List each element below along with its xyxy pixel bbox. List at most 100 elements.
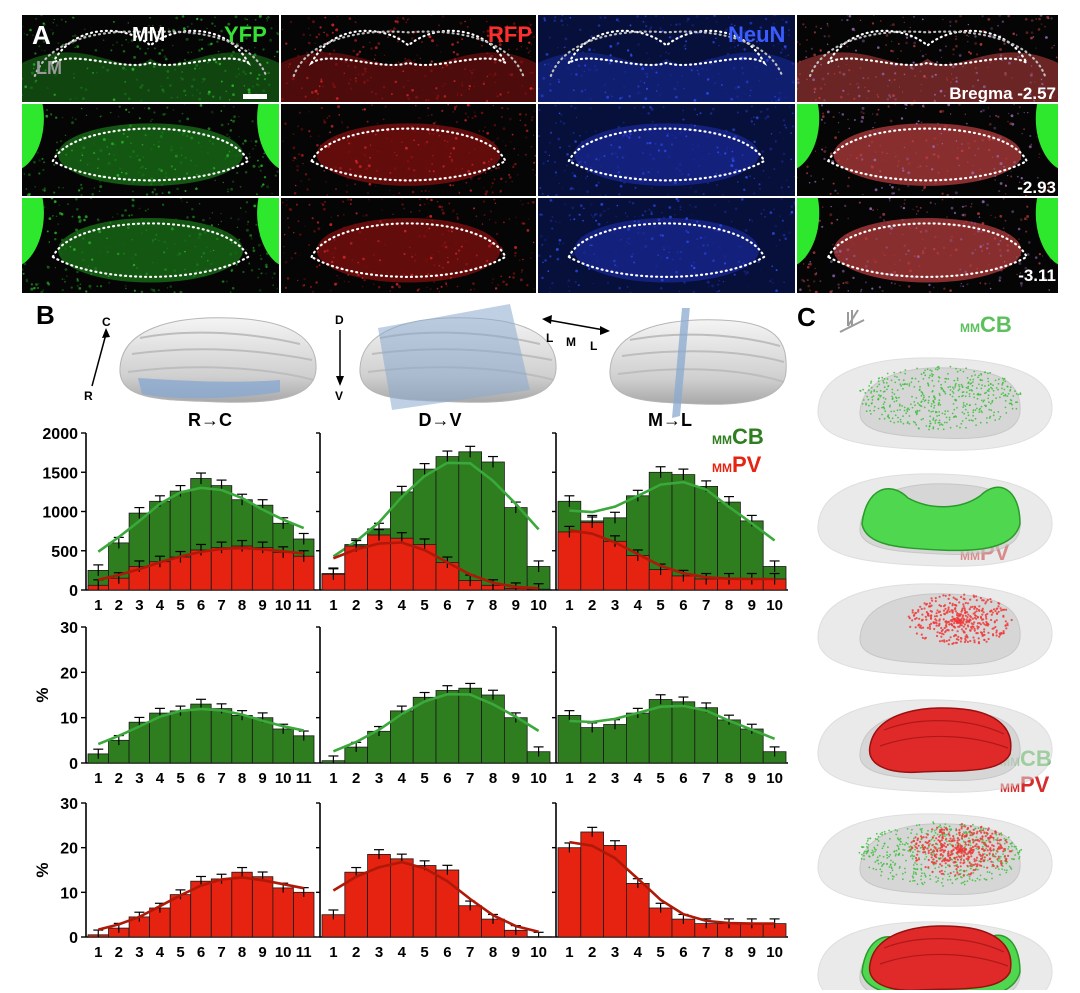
x-tick-label: 7 (466, 597, 474, 614)
x-tick-label: 10 (530, 770, 547, 787)
x-tick-label: 8 (725, 597, 733, 614)
x-tick-label: 8 (489, 597, 497, 614)
x-tick-label: 1 (94, 597, 102, 614)
y-tick-label: 1000 (42, 505, 78, 522)
x-tick-label: 3 (375, 944, 383, 961)
render-pvdots (817, 583, 1053, 677)
x-tick-label: 7 (466, 944, 474, 961)
x-tick-label: 9 (748, 597, 756, 614)
panel-c-letter: C (797, 302, 816, 332)
bar-pv (272, 887, 294, 938)
legend-prefix: MM (712, 433, 732, 447)
x-tick-label: 8 (725, 944, 733, 961)
x-tick-label: 4 (398, 770, 407, 787)
column-title-ml: M→L (648, 410, 692, 430)
x-tick-label: 10 (766, 597, 783, 614)
x-tick-label: 6 (679, 944, 687, 961)
x-tick-label: 5 (176, 944, 184, 961)
x-tick-label: 5 (656, 770, 664, 787)
bar-pv (231, 871, 253, 938)
bar-pv (210, 547, 233, 591)
bar-pv (557, 847, 582, 938)
x-tick-label: 5 (420, 944, 428, 961)
region-label-mm: MM (132, 24, 166, 46)
legend-cb: MMCB (712, 424, 764, 450)
x-tick-label: 1 (329, 944, 337, 961)
legend-name: PV (732, 452, 762, 477)
section-plane (138, 378, 280, 399)
scale-bar (243, 94, 267, 99)
chart-pv-pct-ml: 1 2 3 4 5 6 7 8 9 10 (552, 802, 788, 961)
bregma-label: -2.93 (1017, 178, 1056, 197)
x-tick-label: 8 (238, 944, 246, 961)
y-tick-label: 10 (60, 885, 78, 902)
microscopy-tile (797, 15, 1058, 102)
section-plane (672, 308, 690, 418)
x-tick-label: 7 (702, 770, 710, 787)
fit-curve (332, 541, 539, 590)
x-tick-label: 9 (258, 597, 266, 614)
orientation-label: L (590, 339, 597, 353)
fit-curve (98, 546, 304, 582)
x-tick-label: 2 (588, 944, 596, 961)
x-tick-label: 2 (588, 597, 596, 614)
bar-cb (458, 687, 482, 764)
section-plane (378, 304, 530, 410)
render-pvsurf (817, 699, 1053, 793)
x-tick-label: 9 (512, 597, 520, 614)
x-tick-label: 3 (135, 597, 143, 614)
render-cbdots (817, 357, 1053, 451)
fit-curve (97, 707, 304, 746)
x-tick-label: 11 (296, 770, 312, 787)
x-tick-label: 4 (398, 944, 407, 961)
x-tick-label: 8 (725, 770, 733, 787)
bar-cb (190, 703, 212, 764)
column-title-dv: D→V (418, 410, 462, 430)
x-tick-label: 3 (135, 770, 143, 787)
x-tick-label: 5 (420, 770, 428, 787)
x-tick-label: 6 (197, 770, 205, 787)
orientation-label: M (566, 335, 576, 349)
orientation-label: L (546, 331, 553, 345)
fit-curve (569, 480, 776, 542)
x-tick-label: 9 (258, 770, 266, 787)
x-tick-label: 3 (135, 944, 143, 961)
panel-b-letter: B (36, 300, 55, 330)
render-bothdots (817, 813, 1053, 907)
y-axis-label: % (33, 687, 52, 702)
microscopy-tile (797, 104, 1058, 196)
y-tick-label: 20 (60, 841, 78, 858)
x-tick-label: 4 (634, 770, 643, 787)
bar-cb (694, 707, 718, 764)
x-tick-label: 3 (611, 597, 619, 614)
stain-label-neun: NeuN (728, 22, 786, 47)
x-tick-label: 1 (94, 944, 102, 961)
x-tick-label: 9 (258, 944, 266, 961)
bar-pv (603, 540, 627, 591)
bar-pv (231, 545, 253, 591)
x-tick-label: 3 (611, 770, 619, 787)
column-title-rc: R→C (188, 410, 232, 430)
chart-counts-dv: 1 2 3 4 5 6 7 8 9 10 (316, 432, 552, 614)
x-tick-label: 10 (766, 770, 783, 787)
x-tick-label: 5 (656, 597, 664, 614)
x-tick-label: 6 (443, 944, 451, 961)
c-label-cb: MMCB (960, 312, 1012, 338)
x-tick-label: 7 (217, 944, 225, 961)
bar-cb (671, 701, 696, 764)
render-cbsurf (817, 473, 1053, 567)
x-tick-label: 6 (197, 944, 205, 961)
bar-cb (435, 690, 460, 764)
microscopy-tile (538, 198, 795, 293)
x-tick-label: 8 (238, 597, 246, 614)
bar-cb (251, 717, 274, 764)
microscopy-tile (797, 198, 1058, 293)
bar-pv (169, 894, 192, 938)
panel-a-letter: A (32, 20, 51, 50)
bar-cb (626, 712, 650, 764)
bar-cb (603, 724, 627, 764)
x-tick-label: 1 (329, 597, 337, 614)
x-tick-label: 10 (766, 944, 783, 961)
